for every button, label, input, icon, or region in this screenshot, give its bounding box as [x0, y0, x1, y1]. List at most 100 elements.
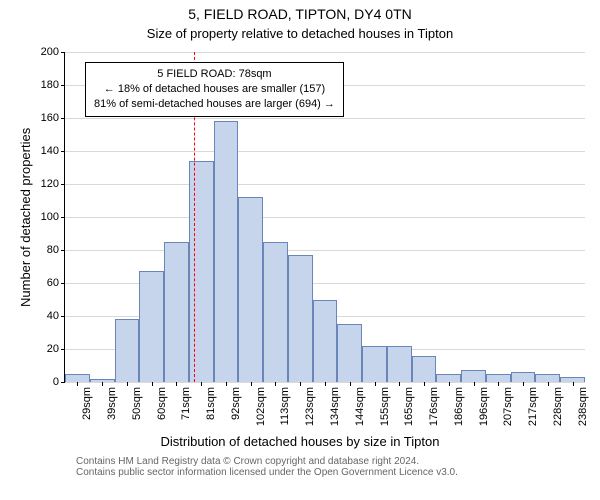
histogram-bar [313, 300, 338, 383]
annotation-line: 5 FIELD ROAD: 78sqm [94, 67, 335, 82]
xtick-label: 144sqm [354, 387, 366, 426]
histogram-bar [288, 255, 313, 382]
gridline [65, 250, 585, 251]
histogram-bar [461, 370, 486, 382]
ytick-mark [61, 151, 65, 152]
histogram-bar [337, 324, 362, 382]
xtick-mark [399, 382, 400, 386]
xtick-mark [424, 382, 425, 386]
ytick-mark [61, 184, 65, 185]
xtick-mark [300, 382, 301, 386]
ytick-label: 20 [47, 343, 59, 355]
xtick-mark [201, 382, 202, 386]
chart-plot-area: 02040608010012014016018020029sqm39sqm50s… [64, 52, 585, 383]
xtick-mark [325, 382, 326, 386]
ytick-label: 40 [47, 310, 59, 322]
ytick-label: 0 [53, 376, 59, 388]
histogram-bar [238, 197, 263, 382]
ytick-mark [61, 316, 65, 317]
gridline [65, 118, 585, 119]
xtick-mark [176, 382, 177, 386]
xtick-label: 134sqm [329, 387, 341, 426]
xtick-mark [449, 382, 450, 386]
xtick-mark [523, 382, 524, 386]
xtick-mark [127, 382, 128, 386]
xtick-label: 102sqm [255, 387, 267, 426]
histogram-bar [214, 121, 239, 382]
ytick-mark [61, 349, 65, 350]
ytick-label: 160 [41, 112, 59, 124]
histogram-bar [115, 319, 140, 382]
x-axis-label: Distribution of detached houses by size … [0, 434, 600, 449]
histogram-bar [535, 374, 560, 382]
ytick-label: 80 [47, 244, 59, 256]
gridline [65, 184, 585, 185]
ytick-mark [61, 283, 65, 284]
histogram-bar [412, 356, 437, 382]
gridline [65, 217, 585, 218]
xtick-mark [152, 382, 153, 386]
xtick-label: 71sqm [180, 387, 192, 420]
xtick-label: 228sqm [552, 387, 564, 426]
histogram-bar [139, 271, 164, 382]
xtick-mark [102, 382, 103, 386]
xtick-label: 165sqm [403, 387, 415, 426]
annotation-line: ← 18% of detached houses are smaller (15… [94, 82, 335, 97]
xtick-mark [474, 382, 475, 386]
histogram-bar [387, 346, 412, 382]
ytick-label: 140 [41, 145, 59, 157]
ytick-label: 60 [47, 277, 59, 289]
annotation-line: 81% of semi-detached houses are larger (… [94, 97, 335, 112]
gridline [65, 151, 585, 152]
xtick-label: 50sqm [131, 387, 143, 420]
xtick-mark [251, 382, 252, 386]
histogram-bar [65, 374, 90, 382]
footer-line-2: Contains public sector information licen… [76, 467, 458, 478]
histogram-bar [164, 242, 189, 382]
xtick-label: 113sqm [279, 387, 291, 425]
xtick-mark [350, 382, 351, 386]
histogram-bar [362, 346, 387, 382]
chart-title-main: 5, FIELD ROAD, TIPTON, DY4 0TN [0, 6, 600, 22]
xtick-label: 123sqm [304, 387, 316, 426]
histogram-bar [263, 242, 288, 382]
xtick-label: 207sqm [502, 387, 514, 426]
xtick-label: 186sqm [453, 387, 465, 426]
xtick-mark [226, 382, 227, 386]
xtick-label: 92sqm [230, 387, 242, 420]
ytick-mark [61, 85, 65, 86]
footer-line-1: Contains HM Land Registry data © Crown c… [76, 456, 458, 467]
gridline [65, 52, 585, 53]
chart-title-sub: Size of property relative to detached ho… [0, 26, 600, 41]
ytick-mark [61, 118, 65, 119]
ytick-label: 200 [41, 46, 59, 58]
xtick-mark [77, 382, 78, 386]
footer-text: Contains HM Land Registry data © Crown c… [76, 456, 458, 478]
ytick-label: 180 [41, 79, 59, 91]
xtick-label: 155sqm [379, 387, 391, 426]
xtick-label: 81sqm [205, 387, 217, 420]
y-axis-label: Number of detached properties [18, 128, 33, 307]
xtick-mark [498, 382, 499, 386]
xtick-mark [275, 382, 276, 386]
xtick-label: 29sqm [81, 387, 93, 420]
xtick-label: 39sqm [106, 387, 118, 420]
ytick-mark [61, 217, 65, 218]
xtick-label: 217sqm [527, 387, 539, 426]
xtick-label: 176sqm [428, 387, 440, 426]
xtick-mark [548, 382, 549, 386]
xtick-mark [573, 382, 574, 386]
histogram-bar [189, 161, 214, 382]
ytick-mark [61, 52, 65, 53]
ytick-label: 120 [41, 178, 59, 190]
annotation-box: 5 FIELD ROAD: 78sqm← 18% of detached hou… [85, 62, 344, 117]
xtick-label: 196sqm [478, 387, 490, 426]
histogram-bar [436, 374, 461, 382]
ytick-label: 100 [41, 211, 59, 223]
xtick-label: 60sqm [156, 387, 168, 420]
ytick-mark [61, 250, 65, 251]
xtick-label: 238sqm [577, 387, 589, 426]
histogram-bar [511, 372, 536, 382]
ytick-mark [61, 382, 65, 383]
xtick-mark [375, 382, 376, 386]
